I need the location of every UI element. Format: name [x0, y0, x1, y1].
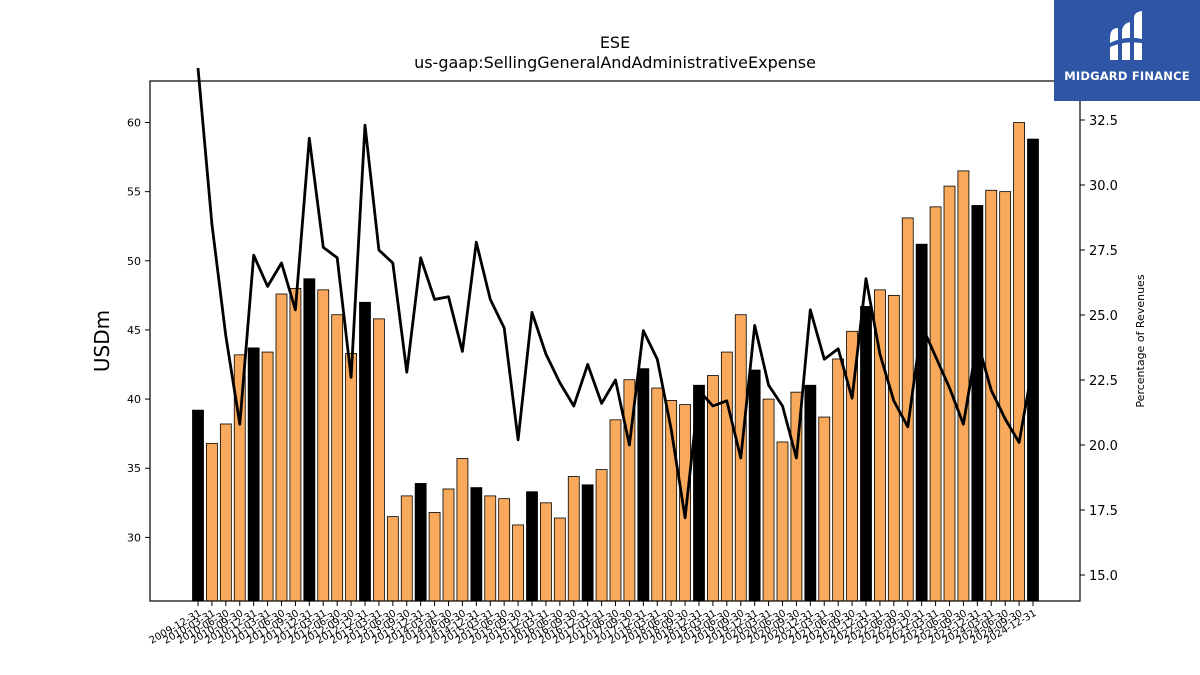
- bar: [247, 347, 260, 602]
- bar: [915, 243, 928, 602]
- bar: [999, 191, 1012, 602]
- bar: [1013, 122, 1025, 602]
- bar: [748, 369, 761, 602]
- bar: [957, 170, 970, 602]
- line-series: [196, 67, 1035, 520]
- bar: [317, 289, 330, 602]
- bar: [553, 517, 566, 602]
- chart-subtitle: us-gaap:SellingGeneralAndAdministrativeE…: [414, 53, 816, 72]
- logo-text: MIDGARD FINANCE: [1064, 69, 1190, 83]
- bar: [637, 368, 650, 602]
- bar: [261, 351, 274, 602]
- y-axis-label: USDm: [90, 310, 114, 372]
- y2-tick-label: 17.5: [1089, 504, 1118, 519]
- bar: [373, 318, 385, 602]
- y2-axis-label: Percentage of Revenues: [1134, 274, 1147, 407]
- bar: [442, 488, 455, 602]
- bar: [762, 398, 775, 602]
- bar: [414, 483, 427, 602]
- y-tick-label: 60: [127, 116, 141, 129]
- bar: [206, 442, 218, 602]
- y2-tick-label: 15.0: [1089, 569, 1118, 584]
- y2-tick-label: 22.5: [1089, 374, 1118, 389]
- y-tick-label: 45: [127, 324, 141, 337]
- bar: [707, 375, 719, 602]
- bar: [331, 314, 344, 602]
- bar: [971, 205, 984, 602]
- bar: [832, 358, 845, 602]
- bar: [219, 423, 232, 602]
- bar-series: [192, 122, 1039, 602]
- bar: [428, 512, 441, 602]
- y2-tick-label: 30.0: [1089, 179, 1118, 194]
- bar: [804, 384, 817, 602]
- bar: [776, 441, 789, 602]
- bar: [609, 419, 622, 602]
- bar: [679, 404, 691, 602]
- bar: [567, 476, 580, 602]
- y2-tick-label: 32.5: [1089, 114, 1118, 129]
- bar: [192, 409, 204, 602]
- bar: [526, 491, 538, 602]
- y2-tick-label: 25.0: [1089, 309, 1118, 324]
- bar: [456, 458, 469, 602]
- bar: [581, 484, 594, 602]
- bar: [818, 416, 831, 602]
- bar: [512, 524, 524, 602]
- y-tick-label: 30: [127, 531, 141, 544]
- bar: [289, 288, 302, 602]
- y-tick-label: 40: [127, 393, 141, 406]
- y-tick-label: 35: [127, 462, 141, 475]
- bar: [359, 301, 371, 602]
- bar: [887, 294, 900, 602]
- bar: [400, 495, 413, 602]
- bar: [498, 498, 511, 602]
- bar: [345, 353, 357, 602]
- chart-title: ESE: [599, 33, 631, 52]
- bar: [540, 502, 552, 602]
- bar: [303, 278, 316, 602]
- y2-tick-label: 27.5: [1089, 244, 1118, 259]
- bar: [860, 306, 872, 602]
- bar: [901, 217, 914, 602]
- bar: [386, 516, 399, 602]
- bar: [943, 185, 956, 602]
- bar: [484, 495, 497, 602]
- pct-revenue-line: [196, 67, 1035, 520]
- bar: [595, 469, 608, 602]
- axes: 30 35 40 45 50 55 60 15.0 17.5 20.0 22.5 25.0 27.5 30…: [90, 80, 1147, 647]
- bar: [929, 206, 942, 602]
- y-tick-label: 50: [127, 255, 141, 268]
- y2-tick-label: 20.0: [1089, 439, 1118, 454]
- bar: [275, 293, 288, 602]
- bar: [720, 351, 733, 602]
- y-tick-label: 55: [127, 186, 141, 199]
- logo-badge: MIDGARD FINANCE: [1054, 0, 1200, 101]
- bar: [470, 487, 483, 602]
- midgard-logo: [1108, 11, 1146, 60]
- bar: [651, 387, 664, 602]
